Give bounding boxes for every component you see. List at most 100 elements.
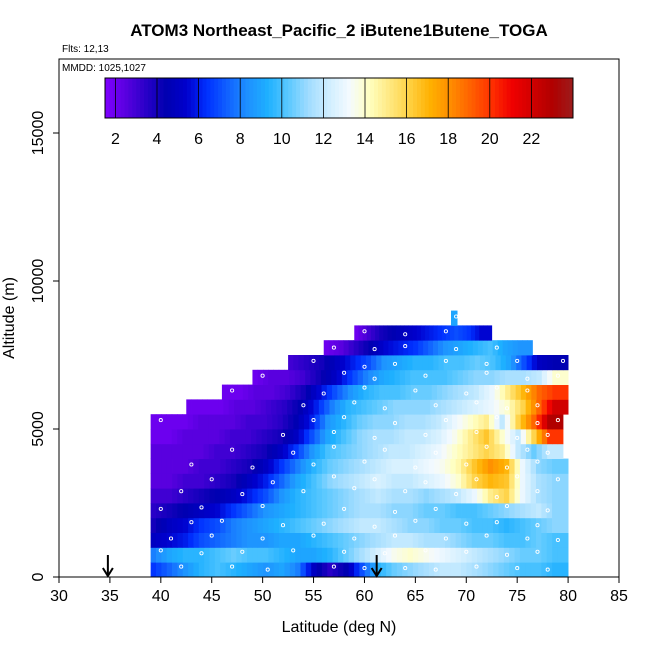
heatmap-cell	[451, 443, 458, 459]
heatmap-cell	[407, 458, 414, 474]
heatmap-cell	[263, 503, 269, 519]
heatmap-cell	[402, 473, 408, 489]
heatmap-cell	[300, 562, 307, 578]
heatmap-cell	[246, 517, 253, 533]
heatmap-cell	[272, 429, 278, 445]
heatmap-cell	[503, 547, 510, 563]
heatmap-cell	[420, 325, 426, 341]
heatmap-cell	[366, 399, 373, 415]
heatmap-cell	[477, 340, 484, 356]
heatmap-cell	[471, 488, 478, 504]
sample-point	[545, 567, 550, 572]
heatmap-cell	[236, 473, 243, 489]
heatmap-cell	[255, 399, 261, 415]
heatmap-cell	[370, 547, 376, 563]
heatmap-cell	[454, 355, 460, 371]
heatmap-cell	[341, 369, 348, 385]
heatmap-cell	[337, 517, 344, 533]
heatmap-cell	[396, 562, 403, 578]
heatmap-cell	[252, 562, 259, 578]
heatmap-cell	[300, 473, 307, 489]
heatmap-cell	[531, 369, 537, 385]
heatmap-cell	[331, 369, 338, 385]
heatmap-cell	[220, 532, 226, 548]
heatmap-cell	[288, 429, 294, 445]
heatmap-cell	[462, 429, 469, 445]
heatmap-cell	[351, 429, 358, 445]
colorbar-segment	[366, 78, 371, 118]
heatmap-cell	[368, 340, 374, 356]
colorbar-segment	[194, 78, 200, 118]
heatmap-cell	[302, 399, 309, 415]
heatmap-cell	[404, 443, 411, 459]
heatmap-cell	[557, 369, 564, 385]
heatmap-cell	[471, 473, 478, 489]
heatmap-cell	[319, 355, 325, 371]
heatmap-cell	[552, 399, 558, 415]
heatmap-cell	[546, 399, 553, 415]
heatmap-cell	[198, 458, 205, 474]
heatmap-cell	[450, 532, 457, 548]
colorbar-segment	[541, 78, 547, 118]
colorbar-segment	[354, 78, 359, 118]
heatmap-cell	[531, 414, 537, 430]
heatmap-cell	[268, 488, 275, 504]
heatmap-cell	[467, 429, 474, 445]
heatmap-cell	[314, 355, 320, 371]
heatmap-cell	[188, 517, 194, 533]
heatmap-cell	[230, 562, 237, 578]
heatmap-cell	[362, 414, 368, 430]
sample-point	[362, 329, 367, 334]
colorbar-segment	[346, 78, 352, 118]
heatmap-cell	[300, 503, 307, 519]
sample-point	[504, 503, 510, 509]
heatmap-cell	[511, 355, 517, 371]
colorbar-segment	[151, 78, 157, 118]
colorbar-segment	[210, 78, 215, 118]
colorbar-segment	[518, 78, 523, 118]
heatmap-cell	[225, 517, 232, 533]
heatmap-cell	[519, 458, 526, 474]
heatmap-cell	[519, 473, 526, 489]
colorbar-tick-label: 22	[523, 131, 541, 148]
heatmap-cell	[423, 503, 430, 519]
heatmap-cell	[155, 429, 162, 445]
sample-point	[433, 403, 438, 408]
colorbar-segment	[537, 78, 543, 118]
heatmap-cell	[547, 429, 553, 445]
heatmap-cell	[315, 369, 322, 385]
heatmap-cell	[319, 429, 326, 445]
heatmap-cell	[321, 532, 328, 548]
colorbar-segment	[405, 78, 410, 118]
heatmap-cell	[542, 355, 548, 371]
heatmap-cell	[455, 503, 462, 519]
heatmap-cell	[236, 547, 243, 563]
sample-point	[515, 435, 520, 440]
heatmap-cell	[418, 517, 424, 533]
heatmap-cell	[552, 429, 559, 445]
colorbar-segment	[116, 78, 122, 118]
heatmap-cell	[487, 562, 494, 578]
heatmap-cell	[493, 517, 499, 533]
heatmap-cell	[457, 384, 464, 400]
heatmap-cell	[477, 517, 483, 533]
sample-point	[454, 492, 459, 497]
heatmap-cell	[298, 429, 305, 445]
heatmap-cell	[423, 517, 430, 533]
x-axis: 30 35 40 45 50 55 60 65 70 75 80 85	[50, 577, 628, 605]
heatmap-cell	[240, 443, 247, 459]
heatmap-cell	[225, 547, 232, 563]
heatmap-cell	[182, 429, 189, 445]
heatmap-cell	[266, 414, 273, 430]
heatmap-cell	[161, 458, 168, 474]
sample-point	[260, 373, 265, 378]
heatmap-cell	[348, 458, 355, 474]
heatmap-cell	[329, 355, 336, 371]
heatmap-cell	[478, 443, 485, 459]
heatmap-cell	[455, 547, 462, 563]
heatmap-cell	[359, 547, 366, 563]
heatmap-cell	[318, 399, 325, 415]
heatmap-cell	[340, 399, 346, 415]
heatmap-cell	[380, 488, 387, 504]
